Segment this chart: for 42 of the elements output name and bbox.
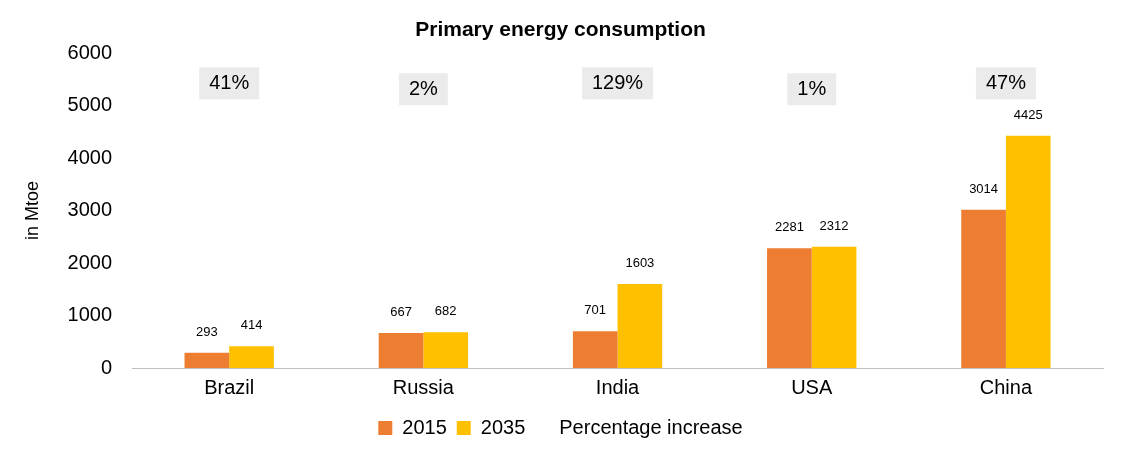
y-tick-label: 6000 xyxy=(67,40,113,63)
x-tick-label: USA xyxy=(791,375,833,398)
data-label: 3014 xyxy=(969,180,999,196)
x-tick-label: Brazil xyxy=(204,375,255,398)
annotation: 129% xyxy=(591,70,644,93)
data-label: 414 xyxy=(240,317,263,333)
y-tick-label: 3000 xyxy=(67,198,113,221)
data-label: 2281 xyxy=(774,219,804,235)
legend-label: 2015 xyxy=(402,415,447,438)
y-tick-label: 0 xyxy=(100,355,113,378)
annotation: 1% xyxy=(797,76,827,99)
bar xyxy=(961,209,1006,368)
bar xyxy=(767,248,812,368)
data-label: 2312 xyxy=(819,217,849,233)
text: Percentage increase xyxy=(559,415,743,438)
data-label: 4425 xyxy=(1013,106,1043,122)
y-tick-label: 4000 xyxy=(67,145,113,168)
y-tick-label: 5000 xyxy=(67,93,113,116)
data-label: 667 xyxy=(390,304,412,320)
bar xyxy=(184,352,230,368)
bar xyxy=(423,332,469,368)
x-tick-label: India xyxy=(595,375,641,398)
data-label: 682 xyxy=(434,303,457,319)
legend-label: 2035 xyxy=(480,415,526,438)
data-label: 701 xyxy=(584,302,607,318)
y-axis-title: in Mtoe xyxy=(21,181,42,241)
bar xyxy=(229,346,274,368)
y-tick-label: 2000 xyxy=(67,250,113,273)
annotation: 2% xyxy=(408,76,439,99)
annotation: 47% xyxy=(985,70,1027,93)
bar xyxy=(378,333,424,368)
bar xyxy=(811,246,857,368)
x-tick-label: Russia xyxy=(392,375,455,398)
bar xyxy=(572,331,618,368)
annotation: 41% xyxy=(209,70,250,93)
y-tick-label: 1000 xyxy=(67,303,113,326)
bar xyxy=(1005,135,1051,368)
data-label: 293 xyxy=(196,323,218,339)
x-tick-label: China xyxy=(979,375,1033,398)
chart-title: Primary energy consumption xyxy=(415,17,706,41)
data-label: 1603 xyxy=(625,254,655,270)
bar xyxy=(617,283,663,368)
